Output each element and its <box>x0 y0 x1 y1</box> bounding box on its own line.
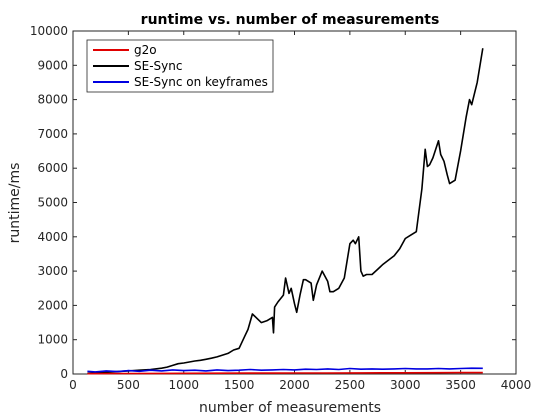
y-tick-label: 10000 <box>30 24 68 38</box>
x-tick-label: 4000 <box>501 378 532 392</box>
series-line-se-sync <box>87 48 484 375</box>
y-axis-label: runtime/ms <box>7 163 23 244</box>
legend-label: g2o <box>134 43 157 57</box>
x-tick-label: 1500 <box>224 378 255 392</box>
x-tick-label: 3500 <box>445 378 476 392</box>
x-tick-label: 1000 <box>168 378 199 392</box>
series-line-g2o <box>87 371 483 375</box>
chart-title: runtime vs. number of measurements <box>141 12 440 28</box>
y-tick-label: 4000 <box>37 230 68 244</box>
y-tick-label: 3000 <box>37 264 68 278</box>
plot-area <box>87 48 484 375</box>
legend-label: SE-Sync <box>134 59 182 73</box>
legend-label: SE-Sync on keyframes <box>134 75 268 89</box>
x-tick-label: 500 <box>117 378 140 392</box>
y-tick-label: 7000 <box>37 127 68 141</box>
x-tick-label: 2000 <box>279 378 310 392</box>
legend: g2o SE-Sync SE-Sync on keyframes <box>86 39 274 93</box>
y-tick-label: 8000 <box>37 93 68 107</box>
x-tick-label: 0 <box>69 378 77 392</box>
y-tick-label: 2000 <box>37 298 68 312</box>
series-line-se-sync-on-keyframes <box>87 367 483 373</box>
x-axis-label: number of measurements <box>199 400 381 416</box>
y-tick-label: 5000 <box>37 196 68 210</box>
x-tick-label: 2500 <box>335 378 366 392</box>
y-tick-label: 9000 <box>37 58 68 72</box>
y-tick-label: 0 <box>60 367 68 381</box>
axes: 0 500 1000 1500 2000 2500 3000 3500 4000 0 1000 200… <box>30 24 531 392</box>
y-tick-label: 6000 <box>37 161 68 175</box>
y-tick-label: 1000 <box>37 333 68 347</box>
x-tick-label: 3000 <box>390 378 421 392</box>
